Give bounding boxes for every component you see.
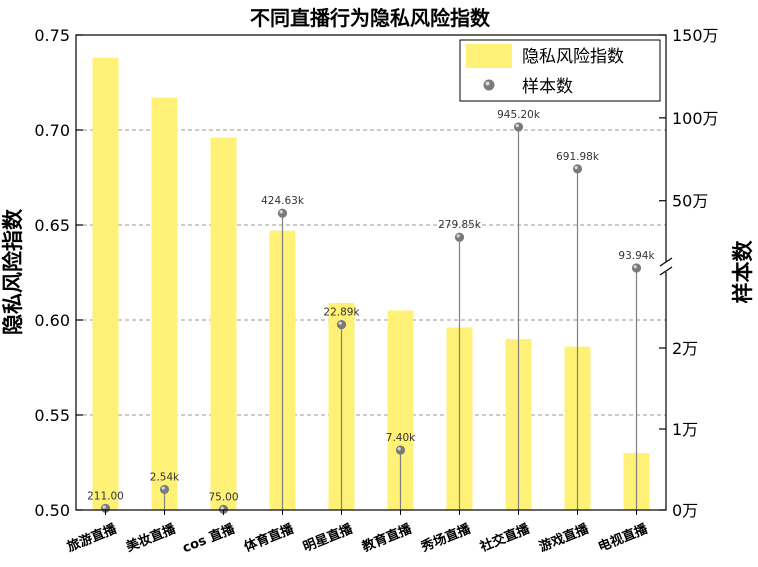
sample-point-highlight: [338, 321, 342, 325]
sample-value-label: 2.54k: [150, 471, 180, 483]
sample-points: [100, 122, 642, 514]
sample-point-highlight: [515, 124, 519, 128]
sample-point: [454, 232, 465, 242]
sample-value-label: 945.20k: [497, 109, 541, 121]
left-tick-label: 0.50: [34, 501, 70, 520]
sample-point-highlight: [633, 265, 637, 269]
sample-point: [572, 164, 583, 174]
legend: 隐私风险指数 样本数: [459, 39, 661, 102]
sample-point-highlight: [397, 447, 401, 451]
category-label: 游戏直播: [537, 521, 592, 556]
category-label: 教育直播: [359, 521, 415, 556]
sample-point-highlight: [161, 486, 165, 490]
sample-value-label: 93.94k: [618, 250, 655, 262]
sample-value-label: 22.89k: [323, 307, 360, 319]
right-tick-label: 150万: [672, 26, 719, 45]
sample-value-label: 691.98k: [556, 151, 600, 163]
y-axis-title: 隐私风险指数: [0, 208, 25, 335]
category-label: 美妆直播: [124, 521, 179, 556]
sample-value-label: 7.40k: [386, 432, 416, 444]
category-label: 体育直播: [242, 521, 297, 556]
sample-stems: [104, 126, 638, 510]
left-tick-label: 0.75: [34, 26, 70, 45]
right-tick-label: 1万: [672, 420, 698, 439]
sample-value-label: 211.00: [87, 490, 124, 502]
bar: [151, 97, 178, 510]
category-label: 秀场直播: [418, 521, 474, 556]
legend-marker-sample: [483, 79, 495, 91]
category-label: cos 直播: [180, 521, 238, 557]
sample-point: [159, 484, 170, 495]
sample-value-label: 75.00: [208, 491, 238, 503]
axis-break-mark: [659, 257, 673, 276]
sample-point-highlight: [456, 234, 460, 238]
sample-point: [513, 122, 524, 132]
left-tick-label: 0.65: [34, 216, 70, 235]
chart-title: 不同直播行为隐私风险指数: [250, 6, 491, 30]
bar: [92, 57, 119, 511]
sample-point: [395, 445, 406, 455]
legend-label-risk: 隐私风险指数: [522, 47, 624, 67]
left-tick-label: 0.60: [34, 311, 70, 330]
sample-value-labels: 211.00 2.54k 75.00 424.63k 22.89k 7.40k 279.85…: [87, 109, 655, 503]
category-label: 电视直播: [596, 521, 651, 556]
sample-value-label: 279.85k: [438, 219, 482, 231]
plot-frame: [75, 34, 667, 511]
category-label: 明星直播: [301, 521, 356, 556]
right-tick-label: 100万: [672, 109, 719, 128]
right-tick-label: 0万: [672, 501, 698, 520]
legend-label-sample: 样本数: [522, 77, 573, 97]
sample-point: [277, 208, 288, 218]
right-axis-ticks: 0万 1万 2万 50万 100万 150万: [659, 26, 719, 520]
legend-swatch-bar: [466, 44, 512, 68]
sample-value-label: 424.63k: [261, 195, 305, 207]
right-tick-label: 2万: [672, 339, 698, 358]
sample-point-highlight: [220, 506, 224, 510]
left-tick-label: 0.70: [34, 121, 70, 140]
left-axis-ticks: 0.50 0.55 0.60 0.65 0.70 0.75: [34, 26, 83, 520]
sample-point-highlight: [102, 505, 106, 509]
bars: [92, 57, 650, 511]
sample-point: [336, 319, 347, 330]
category-label: 社交直播: [477, 521, 533, 556]
category-labels: 旅游直播 美妆直播 cos 直播 体育直播 明星直播 教育直播 秀场直播 社交直播 游戏直播 电视…: [65, 510, 651, 556]
sample-point-highlight: [279, 210, 283, 214]
sample-point: [631, 263, 642, 273]
bar: [210, 137, 237, 510]
category-label: 旅游直播: [65, 521, 120, 556]
right-tick-label: 50万: [672, 192, 708, 211]
sample-point-highlight: [574, 166, 578, 170]
left-tick-label: 0.55: [34, 406, 70, 425]
y2-axis-title: 样本数: [730, 240, 755, 304]
